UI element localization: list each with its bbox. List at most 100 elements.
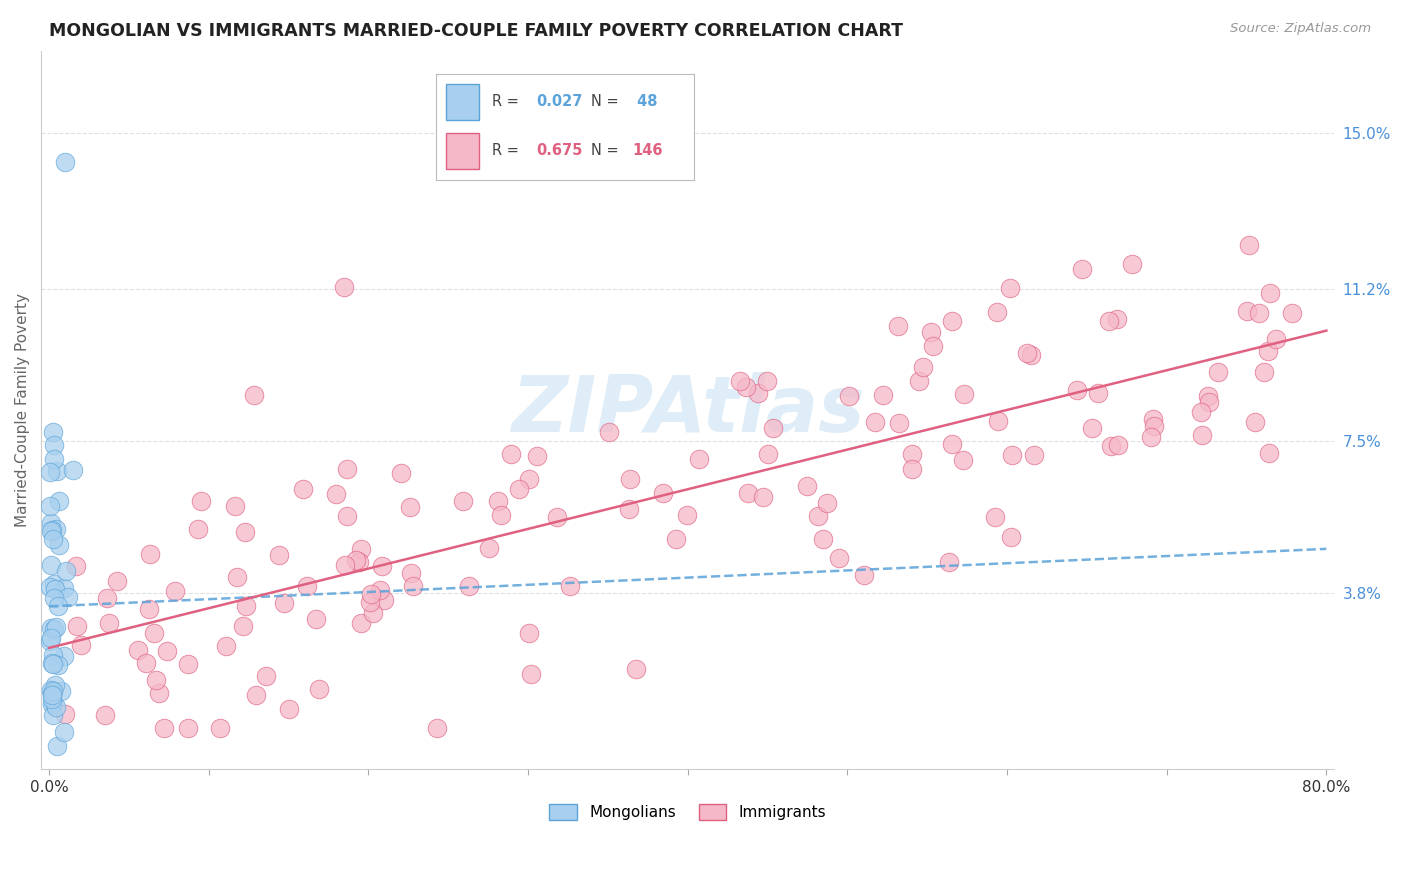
Point xyxy=(1191,428,1213,442)
Point xyxy=(426,721,449,735)
Point xyxy=(232,618,254,632)
Point xyxy=(735,380,758,394)
Point xyxy=(762,420,785,434)
Point xyxy=(1143,419,1166,434)
Point xyxy=(1098,314,1121,328)
Point xyxy=(546,510,568,524)
Point xyxy=(41,687,63,701)
Point xyxy=(853,568,876,582)
Point xyxy=(148,686,170,700)
Point xyxy=(235,524,257,539)
Point xyxy=(135,656,157,670)
Point xyxy=(153,721,176,735)
Point xyxy=(1244,415,1267,429)
Point xyxy=(1070,262,1092,277)
Point xyxy=(998,281,1021,295)
Point xyxy=(38,581,60,595)
Point xyxy=(97,616,120,631)
Point xyxy=(921,339,943,353)
Point xyxy=(838,389,860,403)
Point xyxy=(53,648,76,663)
Point xyxy=(45,522,67,536)
Point xyxy=(267,549,290,563)
Point xyxy=(254,669,277,683)
Point xyxy=(243,388,266,402)
Point xyxy=(42,684,65,698)
Point xyxy=(208,721,231,735)
Point xyxy=(53,724,76,739)
Point xyxy=(42,425,65,439)
Point xyxy=(651,486,673,500)
Point xyxy=(44,591,66,605)
Point xyxy=(1237,237,1260,252)
Point xyxy=(46,599,69,613)
Point xyxy=(1105,311,1128,326)
Point xyxy=(127,643,149,657)
Point xyxy=(273,595,295,609)
Point xyxy=(665,532,688,546)
Point xyxy=(38,465,60,479)
Point xyxy=(105,574,128,588)
Point xyxy=(41,656,63,670)
Point xyxy=(53,707,76,722)
Point xyxy=(756,446,779,460)
Point xyxy=(44,678,66,692)
Point xyxy=(1142,412,1164,426)
Point xyxy=(941,437,963,451)
Point xyxy=(526,449,548,463)
Point xyxy=(1257,446,1279,460)
Point xyxy=(1015,346,1038,360)
Point xyxy=(142,625,165,640)
Point xyxy=(501,447,523,461)
Point xyxy=(478,541,501,555)
Point xyxy=(1066,383,1088,397)
Point xyxy=(48,538,70,552)
Point xyxy=(911,359,934,374)
Point xyxy=(187,522,209,536)
Point xyxy=(399,566,422,581)
Point xyxy=(361,606,384,620)
Point xyxy=(42,577,65,591)
Point xyxy=(42,451,65,466)
Point xyxy=(42,622,65,636)
Point xyxy=(941,314,963,328)
Point xyxy=(872,388,894,402)
Point xyxy=(42,648,65,663)
Point xyxy=(901,462,924,476)
Point xyxy=(1099,439,1122,453)
Point xyxy=(224,499,246,513)
Point xyxy=(619,472,641,486)
Point xyxy=(920,326,942,340)
Point xyxy=(489,508,512,523)
Point xyxy=(1258,285,1281,300)
Point xyxy=(815,496,838,510)
Point xyxy=(952,452,974,467)
Point xyxy=(45,700,67,714)
Point xyxy=(728,374,751,388)
Y-axis label: Married-Couple Family Poverty: Married-Couple Family Poverty xyxy=(15,293,30,527)
Point xyxy=(1198,395,1220,409)
Point xyxy=(65,558,87,573)
Point xyxy=(49,684,72,698)
Point xyxy=(1019,348,1042,362)
Point xyxy=(42,532,65,546)
Point xyxy=(624,662,647,676)
Point xyxy=(508,482,530,496)
Point xyxy=(39,632,62,646)
Point xyxy=(335,509,357,524)
Point xyxy=(1281,306,1303,320)
Point xyxy=(486,494,509,508)
Point xyxy=(368,582,391,597)
Point xyxy=(39,621,62,635)
Point xyxy=(42,695,65,709)
Point xyxy=(1197,389,1219,403)
Point xyxy=(190,493,212,508)
Point xyxy=(46,739,69,754)
Point xyxy=(813,533,835,547)
Point xyxy=(138,547,160,561)
Point xyxy=(45,620,67,634)
Point xyxy=(863,415,886,429)
Point xyxy=(598,425,620,440)
Point xyxy=(1257,343,1279,358)
Point xyxy=(333,280,356,294)
